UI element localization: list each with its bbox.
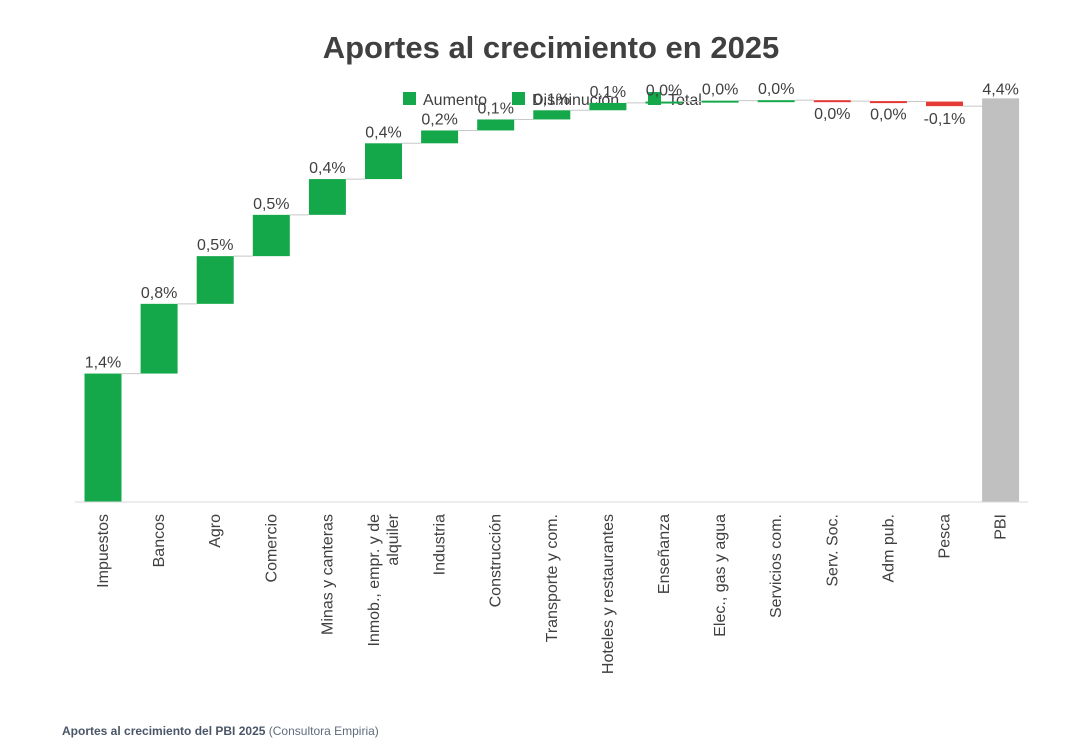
tick-label-line: Elec., gas y agua: [712, 514, 729, 637]
tick-label: Pesca: [937, 514, 954, 559]
legend-label: Aumento: [423, 92, 487, 109]
tick-label-line: PBI: [993, 514, 1010, 540]
bar-inmob-empr-y-de-alquiler: [365, 143, 402, 180]
data-label: 0,5%: [197, 237, 233, 254]
tick-label: Elec., gas y agua: [712, 514, 729, 637]
tick-label: Serv. Soc.: [824, 514, 841, 587]
tick-label-line: Serv. Soc.: [824, 514, 841, 587]
data-label: 0,1%: [534, 91, 570, 108]
bar-serv-soc-: [813, 100, 851, 103]
tick-label: PBI: [993, 514, 1010, 540]
tick-label-line: Inmob., empr. y de: [366, 514, 383, 647]
tick-label-line: Hoteles y restaurantes: [600, 514, 617, 674]
tick-label: Agro: [207, 514, 224, 548]
bar-comercio: [252, 214, 290, 257]
tick-label: Servicios com.: [768, 514, 785, 618]
data-label: 0,1%: [590, 84, 626, 101]
legend-swatch: [403, 92, 416, 105]
tick-label-line: Agro: [207, 514, 224, 548]
data-label: 0,0%: [646, 83, 682, 100]
tick-label: Hoteles y restaurantes: [600, 514, 617, 674]
data-label: 0,1%: [477, 100, 513, 117]
legend-swatch: [512, 92, 525, 105]
tick-label-line: Minas y canteras: [319, 514, 336, 635]
tick-label-line: Enseñanza: [656, 514, 673, 594]
data-label: 0,4%: [309, 160, 345, 177]
tick-label: Industria: [432, 514, 449, 575]
x-tick-labels: Impuestos Bancos Agro Comercio Minas y cante…: [95, 513, 1010, 674]
tick-label-line: Adm pub.: [880, 514, 897, 582]
tick-label-line: Construcción: [488, 514, 505, 607]
bar-industria: [421, 130, 459, 144]
bar-construcci-n: [477, 119, 515, 131]
data-label: 0,4%: [365, 124, 401, 141]
tick-label: Impuestos: [95, 514, 112, 588]
tick-label: Adm pub.: [880, 514, 897, 582]
caption-source: (Consultora Empiria): [268, 724, 379, 738]
bar-pbi: [982, 98, 1020, 502]
tick-label-line: Transporte y com.: [544, 514, 561, 642]
tick-label: Transporte y com.: [544, 514, 561, 642]
legend-label: Total: [668, 92, 702, 109]
tick-label-line: Pesca: [937, 514, 954, 559]
data-label: 0,0%: [758, 81, 794, 98]
tick-label-line: Comercio: [263, 514, 280, 583]
data-label: 0,8%: [141, 285, 177, 302]
data-label: -0,1%: [924, 111, 966, 128]
tick-label-line: alquiler: [385, 513, 402, 565]
bar-agro: [196, 256, 234, 304]
data-label: 1,4%: [85, 355, 121, 372]
data-labels: 1,4% 0,8% 0,5% 0,5% 0,4% 0,4% 0,2% 0,1% 0,1% 0,1%…: [85, 81, 1019, 371]
tick-label-line: Servicios com.: [768, 514, 785, 618]
tick-label-line: Impuestos: [95, 514, 112, 588]
tick-label: Enseñanza: [656, 514, 673, 594]
tick-label-line: Industria: [432, 514, 449, 575]
connector-lines: [121, 99, 983, 375]
data-label: 0,0%: [814, 106, 850, 123]
bar-impuestos: [84, 373, 122, 502]
bar-elec-gas-y-agua: [701, 100, 739, 103]
data-label: 0,0%: [702, 82, 738, 99]
tick-label-line: Bancos: [151, 514, 168, 567]
bar-series: [84, 98, 1020, 502]
caption-title: Aportes al crecimiento del PBI 2025: [62, 724, 266, 738]
data-label: 0,2%: [421, 111, 457, 128]
chart-title: Aportes al crecimiento en 2025: [323, 30, 780, 65]
bar-bancos: [140, 303, 178, 374]
bar-pesca: [926, 101, 963, 107]
bar-minas-y-canteras: [308, 179, 346, 215]
bar-transporte-y-com-: [533, 110, 571, 120]
tick-label: Comercio: [263, 514, 280, 583]
bar-servicios-com-: [757, 100, 795, 103]
bar-hoteles-y-restaurantes: [589, 102, 627, 111]
bar-ense-anza: [645, 101, 683, 104]
bar-adm-pub-: [869, 101, 907, 104]
figure-caption: Aportes al crecimiento del PBI 2025 (Con…: [62, 724, 379, 738]
tick-label: Inmob., empr. y de alquiler: [366, 513, 402, 646]
data-label: 0,5%: [253, 196, 289, 213]
tick-label: Bancos: [151, 514, 168, 567]
tick-label: Construcción: [488, 514, 505, 607]
data-label: 4,4%: [982, 81, 1018, 98]
tick-label: Minas y canteras: [319, 514, 336, 635]
data-label: 0,0%: [870, 107, 906, 124]
